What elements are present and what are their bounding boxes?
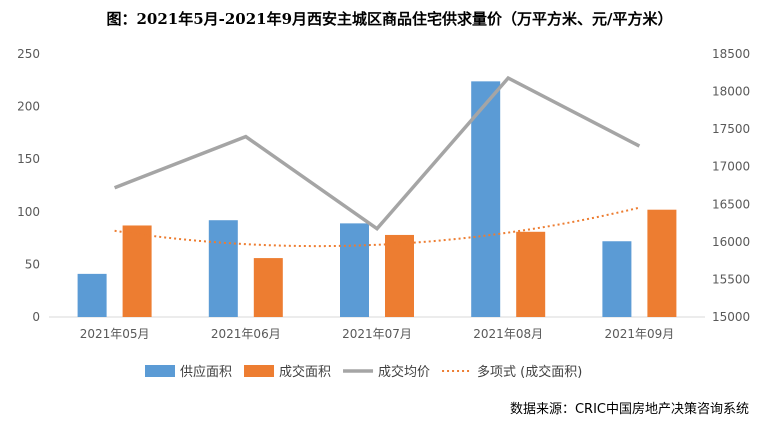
y-right-tick-label: 16000 xyxy=(712,235,750,249)
bar-supply xyxy=(602,241,632,317)
y-right-tick-label: 15000 xyxy=(712,310,750,324)
y-left-tick-label: 50 xyxy=(25,257,40,271)
legend-swatch xyxy=(145,365,175,377)
y-left-tick-label: 0 xyxy=(32,310,40,324)
legend-swatch xyxy=(244,365,275,377)
legend-label: 供应面积 xyxy=(180,364,232,380)
y-left-tick-label: 100 xyxy=(17,205,40,219)
y-right-tick-label: 17500 xyxy=(712,122,750,136)
bar-supply xyxy=(77,273,107,317)
bar-transaction xyxy=(647,209,677,317)
y-left-tick-label: 150 xyxy=(17,152,40,166)
y-right-tick-label: 16500 xyxy=(712,197,750,211)
x-tick-label: 2021年08月 xyxy=(473,327,543,341)
y-right-tick-label: 18500 xyxy=(712,47,750,61)
y-left-tick-label: 250 xyxy=(17,47,40,61)
bar-transaction xyxy=(253,258,283,317)
x-tick-label: 2021年09月 xyxy=(604,327,674,341)
y-left-tick-label: 200 xyxy=(17,100,40,114)
bar-transaction xyxy=(385,234,414,317)
y-right-tick-label: 15500 xyxy=(712,272,750,286)
y-right-tick-label: 18000 xyxy=(712,85,750,99)
bar-supply xyxy=(471,81,501,318)
x-tick-label: 2021年05月 xyxy=(80,327,150,341)
bar-supply xyxy=(208,220,238,317)
legend-label: 成交均价 xyxy=(378,364,430,380)
legend-label: 多项式 (成交面积) xyxy=(477,364,582,380)
bar-transaction xyxy=(516,231,546,317)
legend-label: 成交面积 xyxy=(279,364,331,380)
source-note: 数据来源：CRIC中国房地产决策咨询系统 xyxy=(509,402,749,417)
line-avg-price xyxy=(113,75,641,232)
bar-supply xyxy=(340,223,369,317)
x-tick-label: 2021年06月 xyxy=(211,327,281,341)
x-tick-label: 2021年07月 xyxy=(342,327,412,341)
y-right-tick-label: 17000 xyxy=(712,160,750,174)
chart-title: 图：2021年5月-2021年9月西安主城区商品住宅供求量价（万平方米、元/平方… xyxy=(106,10,673,28)
bar-transaction xyxy=(122,225,152,317)
